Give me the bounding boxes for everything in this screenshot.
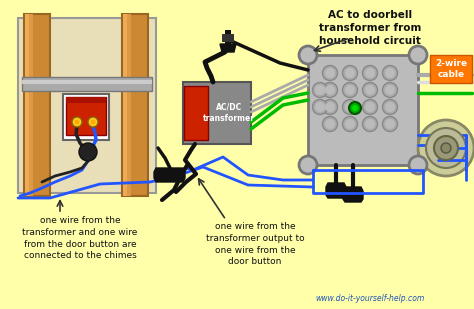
Circle shape — [345, 102, 355, 112]
Polygon shape — [343, 187, 363, 202]
Text: one wire from the
transformer and one wire
from the door button are
connected to: one wire from the transformer and one wi… — [22, 216, 137, 260]
Circle shape — [352, 105, 358, 111]
Polygon shape — [154, 168, 185, 182]
Circle shape — [325, 102, 335, 112]
Bar — [122, 14, 148, 196]
Circle shape — [365, 102, 375, 112]
Circle shape — [363, 99, 377, 115]
Bar — [25, 14, 33, 196]
Circle shape — [418, 120, 474, 176]
Circle shape — [79, 143, 97, 161]
Circle shape — [343, 83, 357, 98]
Circle shape — [385, 68, 395, 78]
Circle shape — [409, 46, 427, 64]
Circle shape — [363, 66, 377, 81]
Text: 2-wire
cable: 2-wire cable — [435, 59, 467, 79]
Circle shape — [322, 83, 337, 98]
Bar — [22, 77, 152, 91]
Circle shape — [343, 116, 357, 132]
Circle shape — [315, 102, 325, 112]
Circle shape — [383, 66, 398, 81]
Circle shape — [343, 99, 357, 115]
Circle shape — [383, 116, 398, 132]
Circle shape — [385, 85, 395, 95]
Circle shape — [365, 68, 375, 78]
Bar — [183, 82, 251, 144]
Bar — [225, 30, 231, 44]
Circle shape — [441, 143, 451, 153]
Circle shape — [349, 102, 361, 114]
Bar — [123, 14, 131, 196]
Circle shape — [365, 85, 375, 95]
Circle shape — [345, 119, 355, 129]
Bar — [222, 34, 234, 42]
Circle shape — [383, 83, 398, 98]
Bar — [123, 14, 127, 196]
Circle shape — [315, 85, 325, 95]
Circle shape — [343, 66, 357, 81]
Bar — [184, 86, 208, 140]
Circle shape — [312, 99, 328, 115]
Circle shape — [426, 128, 466, 168]
Bar — [430, 55, 472, 83]
Circle shape — [434, 136, 458, 160]
Circle shape — [409, 156, 427, 174]
Bar — [18, 18, 156, 193]
Bar — [24, 14, 50, 196]
Circle shape — [88, 117, 98, 127]
Bar — [66, 97, 106, 135]
Circle shape — [299, 46, 317, 64]
Circle shape — [72, 117, 82, 127]
Bar — [63, 94, 109, 140]
Bar — [308, 55, 418, 165]
Bar — [25, 14, 29, 196]
Text: one wire from the
transformer output to
one wire from the
door button: one wire from the transformer output to … — [206, 222, 304, 266]
Circle shape — [312, 83, 328, 98]
Circle shape — [74, 120, 80, 125]
Circle shape — [383, 99, 398, 115]
Circle shape — [363, 116, 377, 132]
Text: AC/DC
transformer: AC/DC transformer — [203, 103, 255, 123]
Circle shape — [385, 119, 395, 129]
Bar — [66, 97, 106, 103]
Circle shape — [385, 102, 395, 112]
Circle shape — [365, 119, 375, 129]
Circle shape — [325, 119, 335, 129]
Circle shape — [325, 85, 335, 95]
Circle shape — [299, 156, 317, 174]
Text: www.do-it-yourself-help.com: www.do-it-yourself-help.com — [315, 294, 425, 303]
Circle shape — [91, 120, 95, 125]
Circle shape — [345, 85, 355, 95]
Circle shape — [345, 68, 355, 78]
Bar — [22, 80, 152, 84]
Circle shape — [325, 68, 335, 78]
Circle shape — [322, 99, 337, 115]
Circle shape — [322, 116, 337, 132]
Polygon shape — [326, 183, 346, 198]
Circle shape — [322, 66, 337, 81]
Polygon shape — [220, 44, 236, 52]
Circle shape — [363, 83, 377, 98]
Text: AC to doorbell
transformer from
household circuit: AC to doorbell transformer from househol… — [319, 10, 421, 46]
